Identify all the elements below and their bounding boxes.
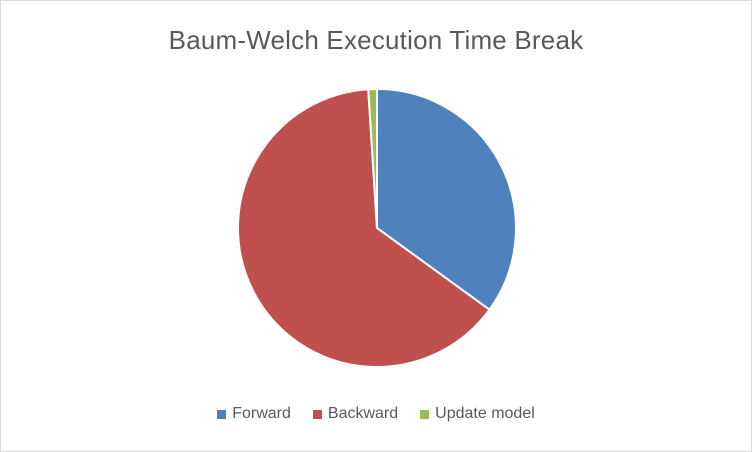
legend-swatch-backward bbox=[312, 409, 322, 419]
legend-item-backward: Backward bbox=[312, 405, 399, 423]
legend-swatch-update-model bbox=[420, 409, 430, 419]
legend-label-update-model: Update model bbox=[435, 405, 535, 422]
pie-slice-backward bbox=[237, 88, 491, 368]
pie-slice-update-model bbox=[367, 87, 378, 229]
pie-slices bbox=[237, 87, 517, 368]
pie-slice-forward bbox=[376, 88, 517, 311]
legend-label-backward: Backward bbox=[327, 405, 399, 422]
legend: Forward Backward Update model bbox=[1, 405, 751, 423]
legend-label-forward: Forward bbox=[232, 405, 291, 422]
legend-item-update-model: Update model bbox=[420, 405, 535, 423]
chart-title: Baum-Welch Execution Time Break bbox=[168, 25, 584, 55]
legend-item-forward: Forward bbox=[217, 405, 291, 423]
legend-swatch-forward bbox=[217, 409, 227, 419]
